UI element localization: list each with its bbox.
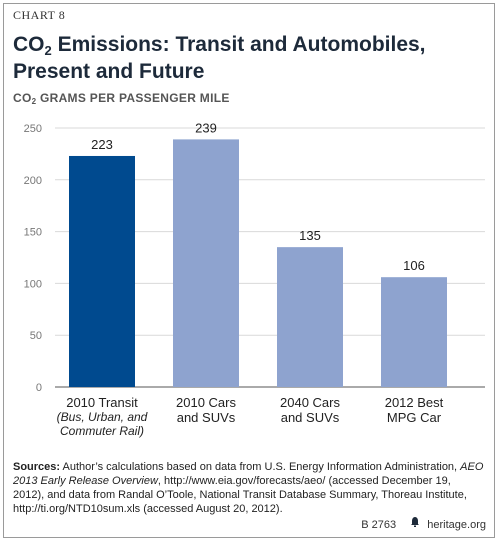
bar [277, 247, 343, 387]
category-line: 2010 Transit [66, 395, 138, 410]
sources-text-1: Author’s calculations based on data from… [60, 461, 461, 473]
unit-text-1: CO [13, 91, 32, 105]
chart-title: CO2 Emissions: Transit and Automobiles, … [13, 32, 483, 84]
data-label: 239 [195, 120, 217, 135]
sources-text-2: , http://www.eia.gov/forecasts/aeo/ (acc… [13, 475, 467, 515]
bar [69, 155, 135, 387]
chart-number: CHART 8 [13, 8, 66, 22]
site-name: heritage.org [427, 519, 486, 531]
title-text-3: Present and Future [13, 60, 205, 83]
unit-subscript: 2 [31, 97, 37, 106]
y-tick-label: 0 [36, 382, 42, 394]
category-label: 2040 Cars and SUVs [255, 395, 365, 425]
sources-note: Sources: Author’s calculations based on … [13, 460, 485, 516]
title-text-2: Emissions: Transit and Automobiles, [51, 33, 426, 56]
data-label: 223 [91, 137, 113, 152]
y-tick-label: 100 [24, 278, 42, 290]
unit-text-2: GRAMS PER PASSENGER MILE [36, 91, 230, 105]
title-subscript: 2 [44, 43, 52, 58]
category-note: (Bus, Urban, and Commuter Rail) [56, 410, 148, 438]
category-line: 2040 Cars [280, 395, 340, 410]
unit-label: CO2 GRAMS PER PASSENGER MILE [13, 91, 230, 106]
y-tick-label: 50 [30, 330, 42, 342]
category-label: 2010 Transit (Bus, Urban, and Commuter Ra… [47, 395, 157, 438]
sources-italic: AEO 2013 Early Release Overview [13, 461, 484, 487]
bell-icon [409, 516, 421, 531]
category-line: and SUVs [280, 410, 340, 425]
bar [381, 277, 447, 387]
y-tick-label: 150 [24, 227, 42, 239]
y-tick-label: 200 [24, 175, 42, 187]
y-tick-label: 250 [24, 123, 42, 135]
category-label: 2010 Cars and SUVs [151, 395, 261, 425]
category-line: and SUVs [176, 410, 236, 425]
sources-label: Sources: [13, 461, 61, 473]
category-line: 2010 Cars [176, 395, 236, 410]
category-line: MPG Car [386, 410, 442, 425]
report-code: B 2763 [361, 519, 397, 531]
title-text-1: CO [13, 33, 45, 56]
category-label: 2012 Best MPG Car [359, 395, 469, 425]
category-line: 2012 Best [384, 395, 444, 410]
data-label: 106 [403, 258, 425, 273]
data-label: 135 [299, 228, 321, 243]
footer: B 2763 heritage.org [361, 516, 486, 531]
bar [173, 139, 239, 387]
